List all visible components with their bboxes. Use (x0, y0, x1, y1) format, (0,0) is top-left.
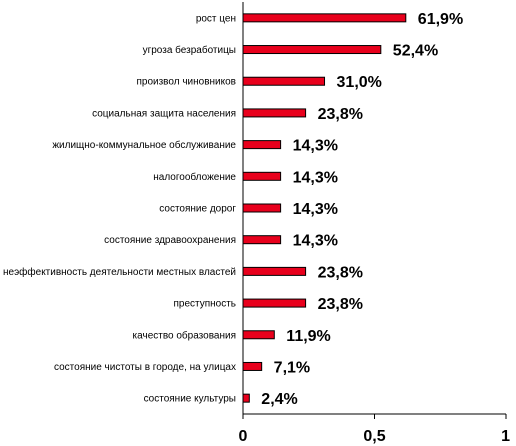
category-label: социальная защита населения (92, 108, 236, 119)
value-label: 23,8% (318, 264, 363, 281)
bar (242, 266, 307, 276)
value-label: 14,3% (293, 233, 338, 250)
value-label: 61,9% (418, 11, 463, 28)
value-label: 14,3% (293, 169, 338, 186)
value-label: 14,3% (293, 201, 338, 218)
category-label: состояние чистоты в городе, на улицах (54, 362, 236, 373)
value-labels: 61,9% 52,4% 31,0% 23,8% 14,3% 14,3% 14,3% 14,3%… (261, 11, 463, 408)
category-label: рост цен (196, 13, 236, 24)
category-label: произвол чиновников (136, 77, 236, 88)
value-label: 31,0% (337, 74, 382, 91)
category-label: преступность (173, 299, 236, 310)
x-tick-label: 0,5 (363, 428, 385, 445)
bar (242, 361, 263, 371)
x-ticks: 0 0,5 1 (239, 414, 510, 445)
bar (242, 76, 326, 86)
bar (242, 298, 307, 308)
value-label: 11,9% (286, 328, 330, 345)
bar (242, 203, 282, 213)
value-label: 23,8% (318, 106, 363, 123)
bar (242, 235, 282, 245)
x-tick-label: 1 (501, 428, 510, 445)
category-label: угроза безработицы (143, 44, 236, 56)
category-labels: рост цен угроза безработицы произвол чинов… (3, 13, 236, 404)
value-label: 7,1% (274, 359, 310, 376)
value-label: 2,4% (261, 391, 297, 408)
category-label: жилищно-коммунальное обслуживание (52, 139, 236, 151)
x-tick-label: 0 (239, 428, 248, 445)
category-label: состояние культуры (144, 394, 236, 405)
bar (242, 330, 275, 340)
category-label: качество образования (133, 329, 236, 341)
bar (242, 393, 250, 403)
category-label: состояние здравоохранения (104, 235, 236, 246)
category-label: неэффективность деятельности местных вла… (3, 266, 236, 278)
bar (242, 45, 382, 55)
value-label: 14,3% (293, 138, 338, 155)
bar (242, 13, 407, 23)
category-label: состояние дорог (159, 204, 236, 215)
bar (242, 171, 282, 181)
value-label: 52,4% (393, 43, 438, 60)
value-label: 23,8% (318, 296, 363, 313)
bar (242, 140, 282, 150)
category-label: налогообложение (153, 171, 236, 183)
bar (242, 108, 307, 118)
